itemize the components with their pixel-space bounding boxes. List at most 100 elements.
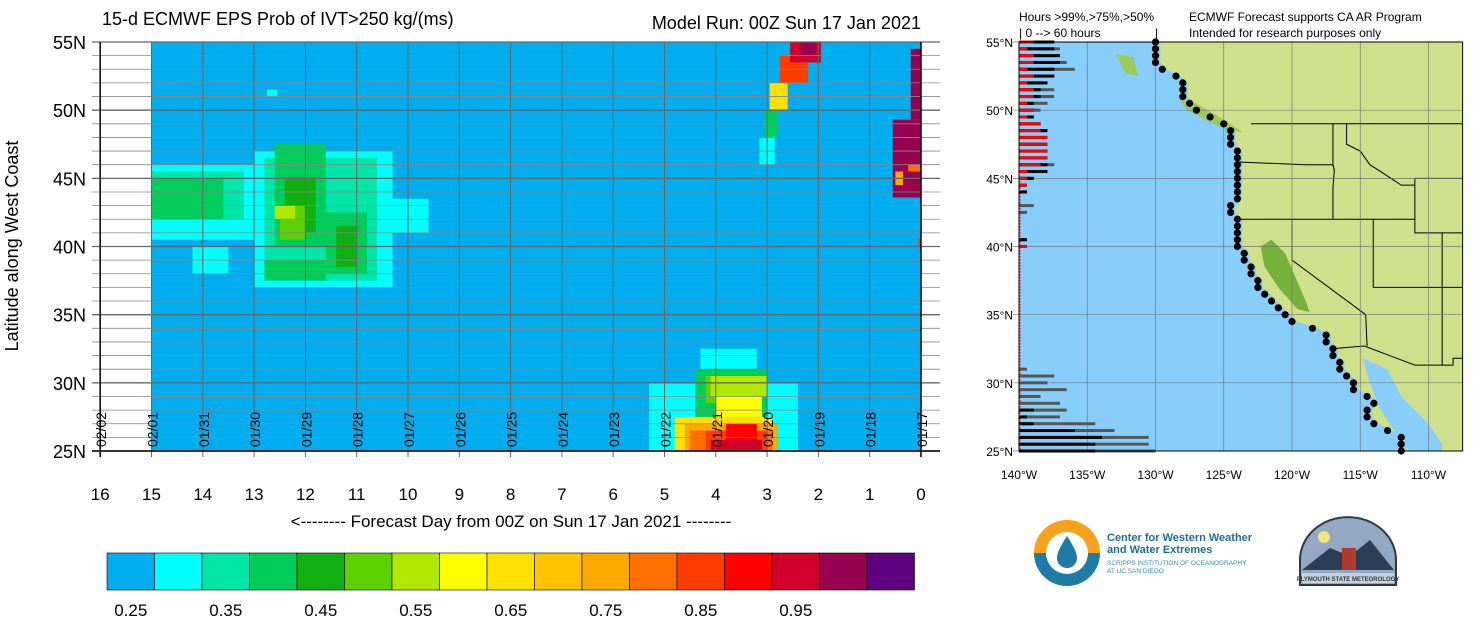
date-label: 02/01	[145, 412, 161, 447]
coast-point	[1281, 311, 1289, 319]
probability-cell	[710, 376, 768, 397]
x-tick-label: 10	[399, 485, 418, 504]
coast-point	[1254, 276, 1262, 285]
coast-point	[1233, 167, 1241, 176]
hours-bar-gt99	[1019, 183, 1027, 187]
gulf-of-california	[1362, 358, 1443, 451]
coast-point	[1363, 413, 1371, 421]
cw3e-logo: Center for Western Weather and Water Ext…	[1034, 520, 1253, 586]
colorbar-swatch	[391, 552, 440, 591]
coast-point	[1329, 345, 1337, 353]
hours-bar-gt75	[1019, 429, 1075, 433]
hours-bar-gt99	[1019, 170, 1027, 174]
coast-point	[1226, 202, 1235, 210]
x-tick-label: 5	[660, 485, 669, 504]
coast-point	[1151, 58, 1160, 67]
coast-point	[1363, 392, 1371, 401]
hours-bar-gt50	[1019, 394, 1041, 398]
x-tick-label: 11	[348, 485, 366, 504]
hours-bar-gt50	[1019, 415, 1060, 419]
coast-point	[1349, 386, 1358, 394]
coast-point	[1370, 420, 1378, 428]
hours-bar-gt99	[1019, 149, 1048, 153]
coast-point	[1267, 297, 1276, 305]
date-label: 01/31	[196, 412, 212, 447]
coast-point	[1322, 338, 1330, 346]
colorbar-swatch	[629, 552, 678, 591]
x-tick-label: 8	[506, 485, 515, 504]
coast-point	[1308, 324, 1317, 332]
y-tick-label: 40N	[53, 238, 86, 258]
central-valley	[1260, 239, 1310, 312]
colorbar-label: 0.35	[209, 601, 242, 620]
coast-point	[1288, 317, 1296, 326]
probability-cell	[266, 89, 278, 97]
date-label: 01/25	[504, 412, 520, 447]
hours-bar-gt99	[1019, 129, 1041, 133]
hours-bar-gt99	[1019, 122, 1041, 126]
date-label: 01/18	[863, 412, 879, 447]
coast-point	[1397, 433, 1405, 441]
colorbar-swatch	[581, 552, 630, 591]
coast-point	[1349, 379, 1358, 387]
x-tick-label: 6	[608, 485, 617, 504]
x-tick-label: 0	[916, 485, 925, 504]
hours-bar-gt99	[1019, 47, 1027, 51]
hours-bar-gt75	[1019, 408, 1034, 412]
colorbar-swatch	[439, 552, 488, 591]
coast-point	[1233, 147, 1241, 155]
water-drop-icon	[1057, 536, 1077, 568]
date-label: 01/30	[247, 412, 263, 447]
y-axis-label: Latitude along West Coast	[2, 141, 22, 352]
hours-bar-gt99	[1019, 67, 1027, 71]
coast-point	[1233, 229, 1241, 237]
model-run-label: Model Run: 00Z Sun 17 Jan 2021	[652, 13, 921, 33]
coast-point	[1397, 440, 1405, 448]
colorbar-swatch	[724, 552, 773, 591]
coast-point	[1233, 174, 1241, 182]
colorbar-swatch	[106, 552, 155, 591]
coast-point	[1172, 72, 1180, 80]
hours-bar-gt50	[1019, 210, 1027, 214]
state-border	[1332, 123, 1335, 220]
map-lat-label: 45°N	[986, 172, 1013, 186]
coast-point	[1179, 79, 1187, 87]
x-tick-label: 4	[711, 485, 720, 504]
colorbar-label: 0.85	[684, 601, 717, 620]
map-lon-label: 125°W	[1206, 468, 1243, 482]
colorbar-swatch	[154, 552, 203, 591]
coast-point	[1151, 52, 1160, 60]
map-lat-label: 30°N	[986, 377, 1013, 391]
y-tick-label: 30N	[53, 374, 86, 394]
x-tick-label: 2	[814, 485, 823, 504]
x-axis-label: <-------- Forecast Day from 00Z on Sun 1…	[291, 512, 732, 531]
hours-legend-title: Hours >99%,>75%,>50%	[1019, 10, 1154, 24]
coast-point	[1254, 283, 1262, 292]
x-tick-label: 15	[142, 485, 161, 504]
hours-bar-gt99	[1019, 163, 1041, 167]
heatmap-plot: 0 01/17 1 01/18 2 01/19 3 01/20 4 01/21 5 01/22 6 01/…	[53, 33, 940, 504]
coast-point	[1322, 331, 1330, 339]
cw3e-title2: and Water Extremes	[1107, 544, 1212, 556]
colorbar-label: 0.75	[589, 601, 622, 620]
date-label: 01/17	[914, 412, 930, 447]
cw3e-sub2: AT UC SAN DIEGO	[1107, 568, 1164, 575]
coast-point	[1206, 113, 1214, 121]
colorbar-swatch	[866, 552, 915, 591]
hours-legend-range: | 0 --> 60 hours	[1019, 26, 1101, 40]
date-label: 01/21	[709, 412, 725, 447]
colorbar-swatch	[296, 552, 345, 591]
hours-bar-gt75	[1019, 47, 1055, 51]
map-lat-label: 25°N	[986, 445, 1013, 459]
probability-cell	[151, 178, 224, 220]
colorbar-label: 0.55	[399, 601, 432, 620]
map-lon-label: 115°W	[1343, 468, 1379, 482]
colorbar-swatch	[486, 552, 535, 591]
date-label: 01/22	[658, 412, 674, 447]
coast-point	[1329, 351, 1337, 360]
coast-point	[1179, 86, 1187, 94]
probability-cell	[908, 164, 921, 172]
coast-point	[1226, 133, 1235, 142]
coast-point	[1336, 358, 1344, 366]
psu-banner	[1302, 573, 1394, 583]
